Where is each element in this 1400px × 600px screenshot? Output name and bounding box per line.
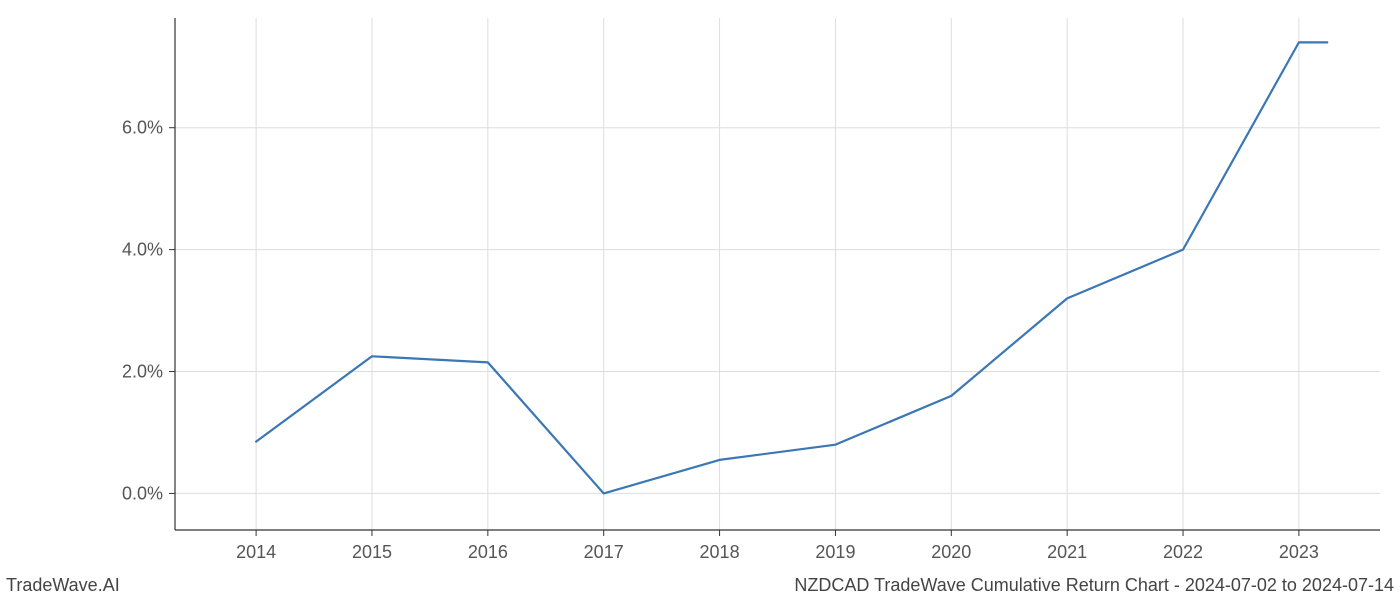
x-tick-label: 2015 bbox=[352, 542, 392, 562]
x-tick-label: 2021 bbox=[1047, 542, 1087, 562]
x-tick-label: 2017 bbox=[584, 542, 624, 562]
x-tick-label: 2023 bbox=[1279, 542, 1319, 562]
y-tick-label: 6.0% bbox=[122, 118, 163, 138]
x-tick-label: 2022 bbox=[1163, 542, 1203, 562]
x-tick-label: 2016 bbox=[468, 542, 508, 562]
y-tick-label: 2.0% bbox=[122, 362, 163, 382]
x-tick-label: 2014 bbox=[236, 542, 276, 562]
line-chart: 2014 2015 2016 2017 2018 2019 2020 2021 2022 2023… bbox=[0, 0, 1400, 600]
x-tick-label: 2019 bbox=[815, 542, 855, 562]
chart-container: 2014 2015 2016 2017 2018 2019 2020 2021 2022 2023… bbox=[0, 0, 1400, 600]
footer-brand: TradeWave.AI bbox=[6, 575, 120, 596]
x-tick-label: 2020 bbox=[931, 542, 971, 562]
y-tick-label: 4.0% bbox=[122, 240, 163, 260]
y-tick-label: 0.0% bbox=[122, 483, 163, 503]
footer-caption: NZDCAD TradeWave Cumulative Return Chart… bbox=[794, 575, 1394, 596]
x-tick-label: 2018 bbox=[700, 542, 740, 562]
